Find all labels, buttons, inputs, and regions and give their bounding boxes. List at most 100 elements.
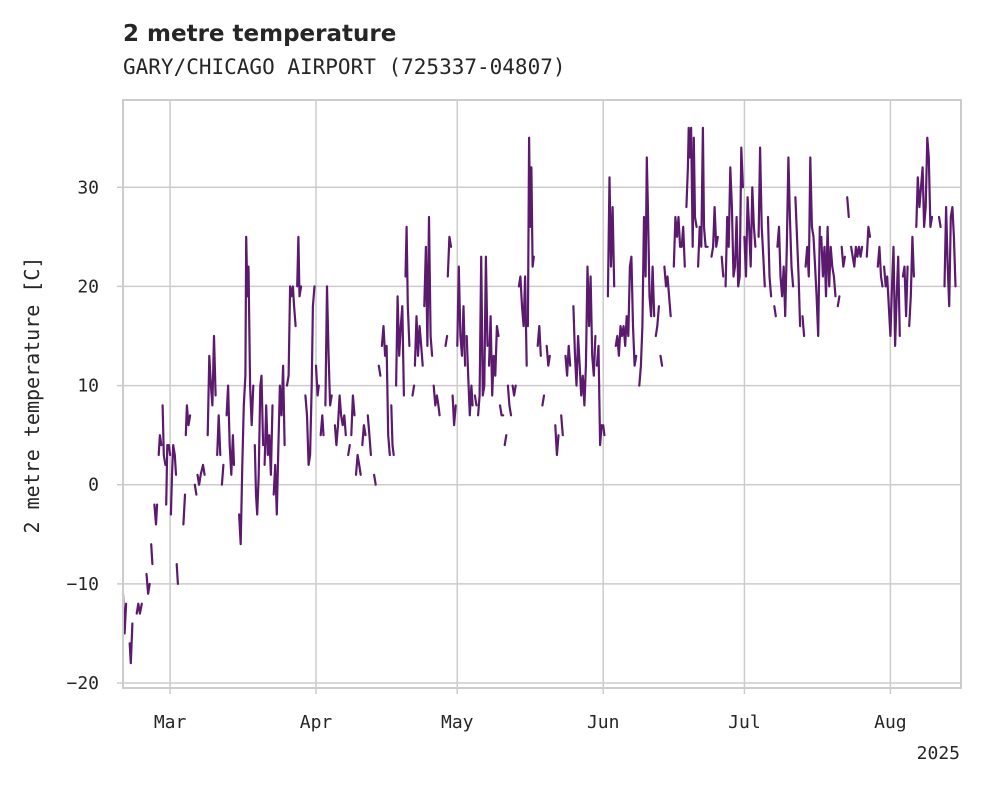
temperature-line-segment xyxy=(849,245,864,268)
chart-subtitle: GARY/CHICAGO AIRPORT (725337-04807) xyxy=(123,55,566,79)
temperature-line-segment xyxy=(465,334,474,417)
temperature-line-segment xyxy=(743,186,757,278)
temperature-line-segment xyxy=(206,334,217,437)
temperature-line-segment xyxy=(135,602,143,615)
x-tick-label: Jun xyxy=(587,712,620,733)
temperature-line-segment xyxy=(840,245,847,268)
temperature-line-segment xyxy=(846,196,850,219)
temperature-line-segment xyxy=(196,463,206,486)
temperature-line-segment xyxy=(503,434,508,447)
temperature-line-segment xyxy=(390,404,395,457)
temperature-line-segment xyxy=(506,384,513,417)
temperature-line-segment xyxy=(836,295,841,308)
temperature-line-segment xyxy=(820,225,837,298)
temperature-line-segment xyxy=(554,424,560,457)
x-tick-label: Mar xyxy=(154,712,187,733)
temperature-line-segment xyxy=(901,265,909,318)
x-tick-label: Jul xyxy=(728,712,761,733)
temperature-line-segment xyxy=(757,146,766,288)
temperature-line-segment xyxy=(915,136,934,228)
temperature-line-segment xyxy=(801,315,806,338)
temperature-line-segment xyxy=(456,265,467,367)
temperature-line-segment xyxy=(319,414,325,437)
temperature-line-segment xyxy=(473,394,478,407)
temperature-line-segment xyxy=(216,414,222,457)
temperature-line-segment xyxy=(477,255,489,417)
temperature-line-segment xyxy=(296,235,303,298)
temperature-line-segment xyxy=(696,126,709,268)
temperature-line-segment xyxy=(943,206,957,308)
series-layer xyxy=(121,126,957,665)
temperature-line-segment xyxy=(423,215,434,357)
temperature-line-segment xyxy=(220,463,225,486)
temperature-line-segment xyxy=(724,146,745,288)
temperature-line-segment xyxy=(350,394,356,437)
temperature-line-segment xyxy=(333,394,347,447)
temperature-line-segment xyxy=(304,285,316,466)
temperature-line-segment xyxy=(411,384,416,397)
temperature-line-segment xyxy=(446,235,453,278)
x-axis-year-label: 2025 xyxy=(917,743,960,764)
temperature-line-segment xyxy=(366,414,372,457)
x-tick-label: Apr xyxy=(300,712,333,733)
temperature-line-segment xyxy=(794,196,802,328)
temperature-line-segment xyxy=(564,344,572,377)
temperature-line-segment xyxy=(560,414,564,437)
temperature-line-segment xyxy=(541,394,546,407)
x-tick-label: May xyxy=(441,712,474,733)
temperature-line-segment xyxy=(865,225,872,258)
y-tick-label: −20 xyxy=(66,673,99,694)
temperature-line-segment xyxy=(175,562,179,586)
temperature-line-segment xyxy=(876,245,884,288)
temperature-line-segment xyxy=(285,285,297,387)
temperature-line-segment xyxy=(517,275,528,367)
y-axis-ticks: −20 −10 0 10 20 30 xyxy=(66,177,123,694)
temperature-line-segment xyxy=(773,305,777,318)
temperature-line-segment xyxy=(487,315,500,397)
temperature-line-segment xyxy=(511,384,517,397)
temperature-line-segment xyxy=(238,235,255,546)
plot-frame xyxy=(122,99,962,689)
temperature-line-segment xyxy=(776,156,795,318)
temperature-line-segment xyxy=(413,315,424,367)
temperature-line-segment xyxy=(157,434,163,457)
temperature-line-segment xyxy=(380,325,391,457)
temperature-line-segment xyxy=(444,334,449,347)
temperature-line-segment xyxy=(253,374,265,516)
temperature-line-segment xyxy=(606,176,616,298)
temperature-line-segment xyxy=(182,493,187,526)
y-tick-label: 20 xyxy=(77,276,99,297)
temperature-line-segment xyxy=(324,285,333,407)
temperature-line-segment xyxy=(638,156,656,387)
temperature-line-segment xyxy=(614,255,638,367)
temperature-line-segment xyxy=(165,444,172,506)
temperature-line-segment xyxy=(377,364,382,377)
temperature-line-segment xyxy=(804,156,821,338)
temperature-line-segment xyxy=(595,344,603,447)
temperature-line-segment xyxy=(395,295,405,397)
temperature-line-segment xyxy=(659,354,664,367)
temperature-line-segment xyxy=(169,444,178,516)
temperature-line-segment xyxy=(602,424,606,437)
temperature-line-segment xyxy=(145,572,151,595)
temperature-line-segment xyxy=(432,384,441,417)
y-tick-label: −10 xyxy=(66,574,99,595)
temperature-line-segment xyxy=(498,404,505,417)
temperature-line-segment xyxy=(153,503,159,526)
temperature-line-segment xyxy=(908,235,916,328)
temperature-line-segment xyxy=(128,622,134,665)
temperature-line-segment xyxy=(937,215,942,228)
y-tick-label: 0 xyxy=(88,475,99,496)
temperature-line-segment xyxy=(150,543,154,566)
temperature-line-segment xyxy=(672,215,686,268)
temperature-line-segment xyxy=(354,453,362,476)
grid-lines xyxy=(123,100,961,688)
temperature-line-segment xyxy=(882,245,901,347)
temperature-line-segment xyxy=(536,325,542,357)
temperature-line-segment xyxy=(373,473,377,486)
temperature-line-segment xyxy=(361,424,367,447)
y-tick-label: 30 xyxy=(77,177,99,198)
temperature-line-segment xyxy=(161,404,167,466)
temperature-line-segment xyxy=(766,215,773,298)
